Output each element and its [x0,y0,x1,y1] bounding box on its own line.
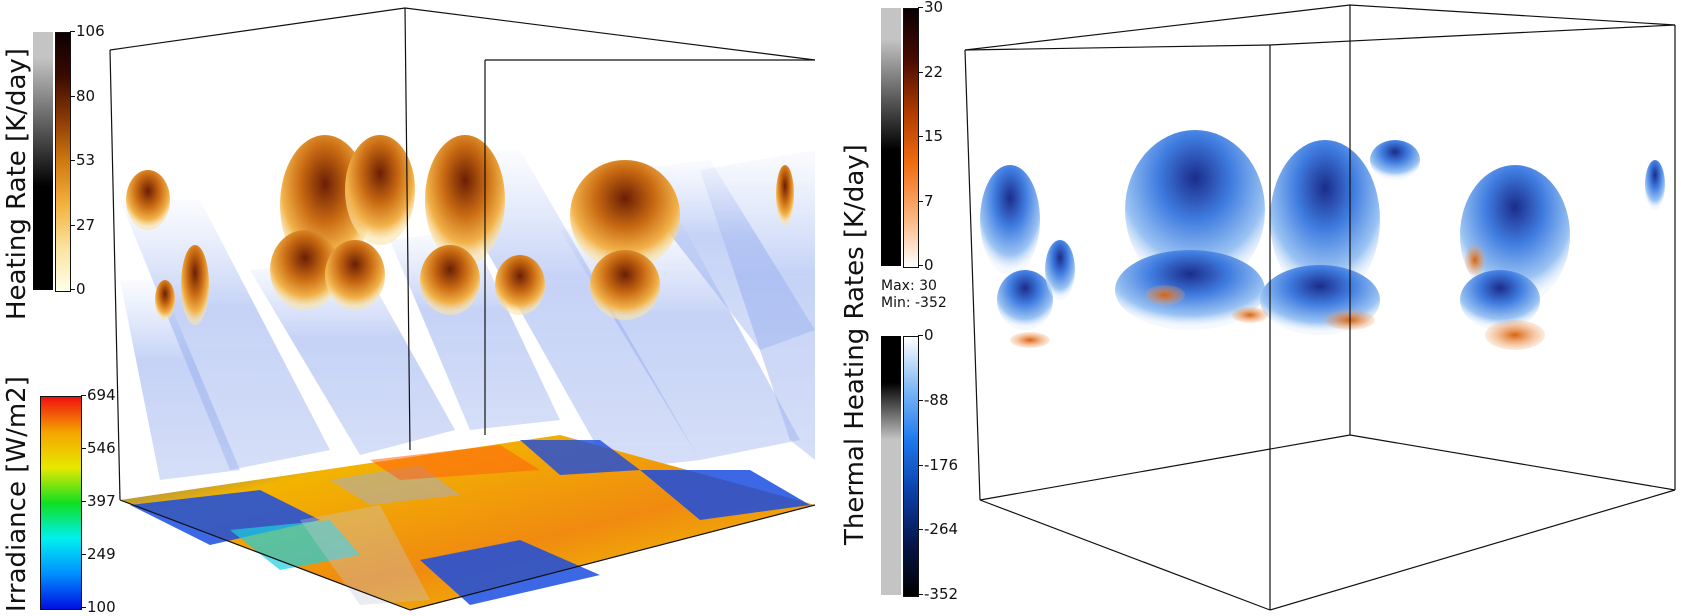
heating-rate-colorbar [55,32,71,292]
left-cube-frame [109,7,816,611]
thermal-negative-tick: 0 [918,326,934,344]
irradiance-legend-title: Irradiance [W/m2] [2,376,32,612]
range-min-label: Min: -352 [881,295,947,311]
heating-rate-tick: 80 [69,86,96,105]
heating-rate-tick: 53 [69,151,96,169]
range-max-label: Max: 30 [881,278,937,294]
heating-rate-tick: 27 [69,215,96,234]
thermal-positive-tick: 15 [917,127,944,145]
heating-rate-opacity-ramp [33,32,53,290]
thermal-positive-colorbar [903,8,919,268]
irradiance-tick: 694 [81,386,116,404]
thermal-negative-opacity-ramp [881,336,901,595]
irradiance-tick: 397 [81,492,116,510]
thermal-negative-tick: -264 [917,520,959,539]
thermal-negative-colorbar [903,336,919,597]
heating-rate-tick: 0 [70,280,86,298]
heating-rate-legend-title: Heating Rate [K/day] [2,48,32,320]
thermal-positive-opacity-ramp [881,8,901,266]
irradiance-floor [120,435,815,610]
thermal-heating-legend-title: Thermal Heating Rates [K/day] [840,144,870,545]
thermal-negative-tick: -176 [917,455,959,474]
thermal-negative-tick: -352 [917,585,959,603]
thermal-negative-tick: -88 [918,390,949,409]
thermal-positive-tick: 7 [918,191,934,210]
heating-rate-tick: 106 [70,22,105,40]
thermal-positive-tick: 22 [917,62,944,81]
irradiance-tick: 100 [81,598,116,616]
thermal-positive-tick: 0 [918,256,934,274]
thermal-positive-tick: 30 [917,0,944,16]
irradiance-tick: 546 [81,439,116,457]
thermal-heating-clouds [980,130,1665,350]
irradiance-tick: 249 [81,545,116,563]
irradiance-colorbar [40,396,82,610]
right-cube-frame [964,4,1676,611]
